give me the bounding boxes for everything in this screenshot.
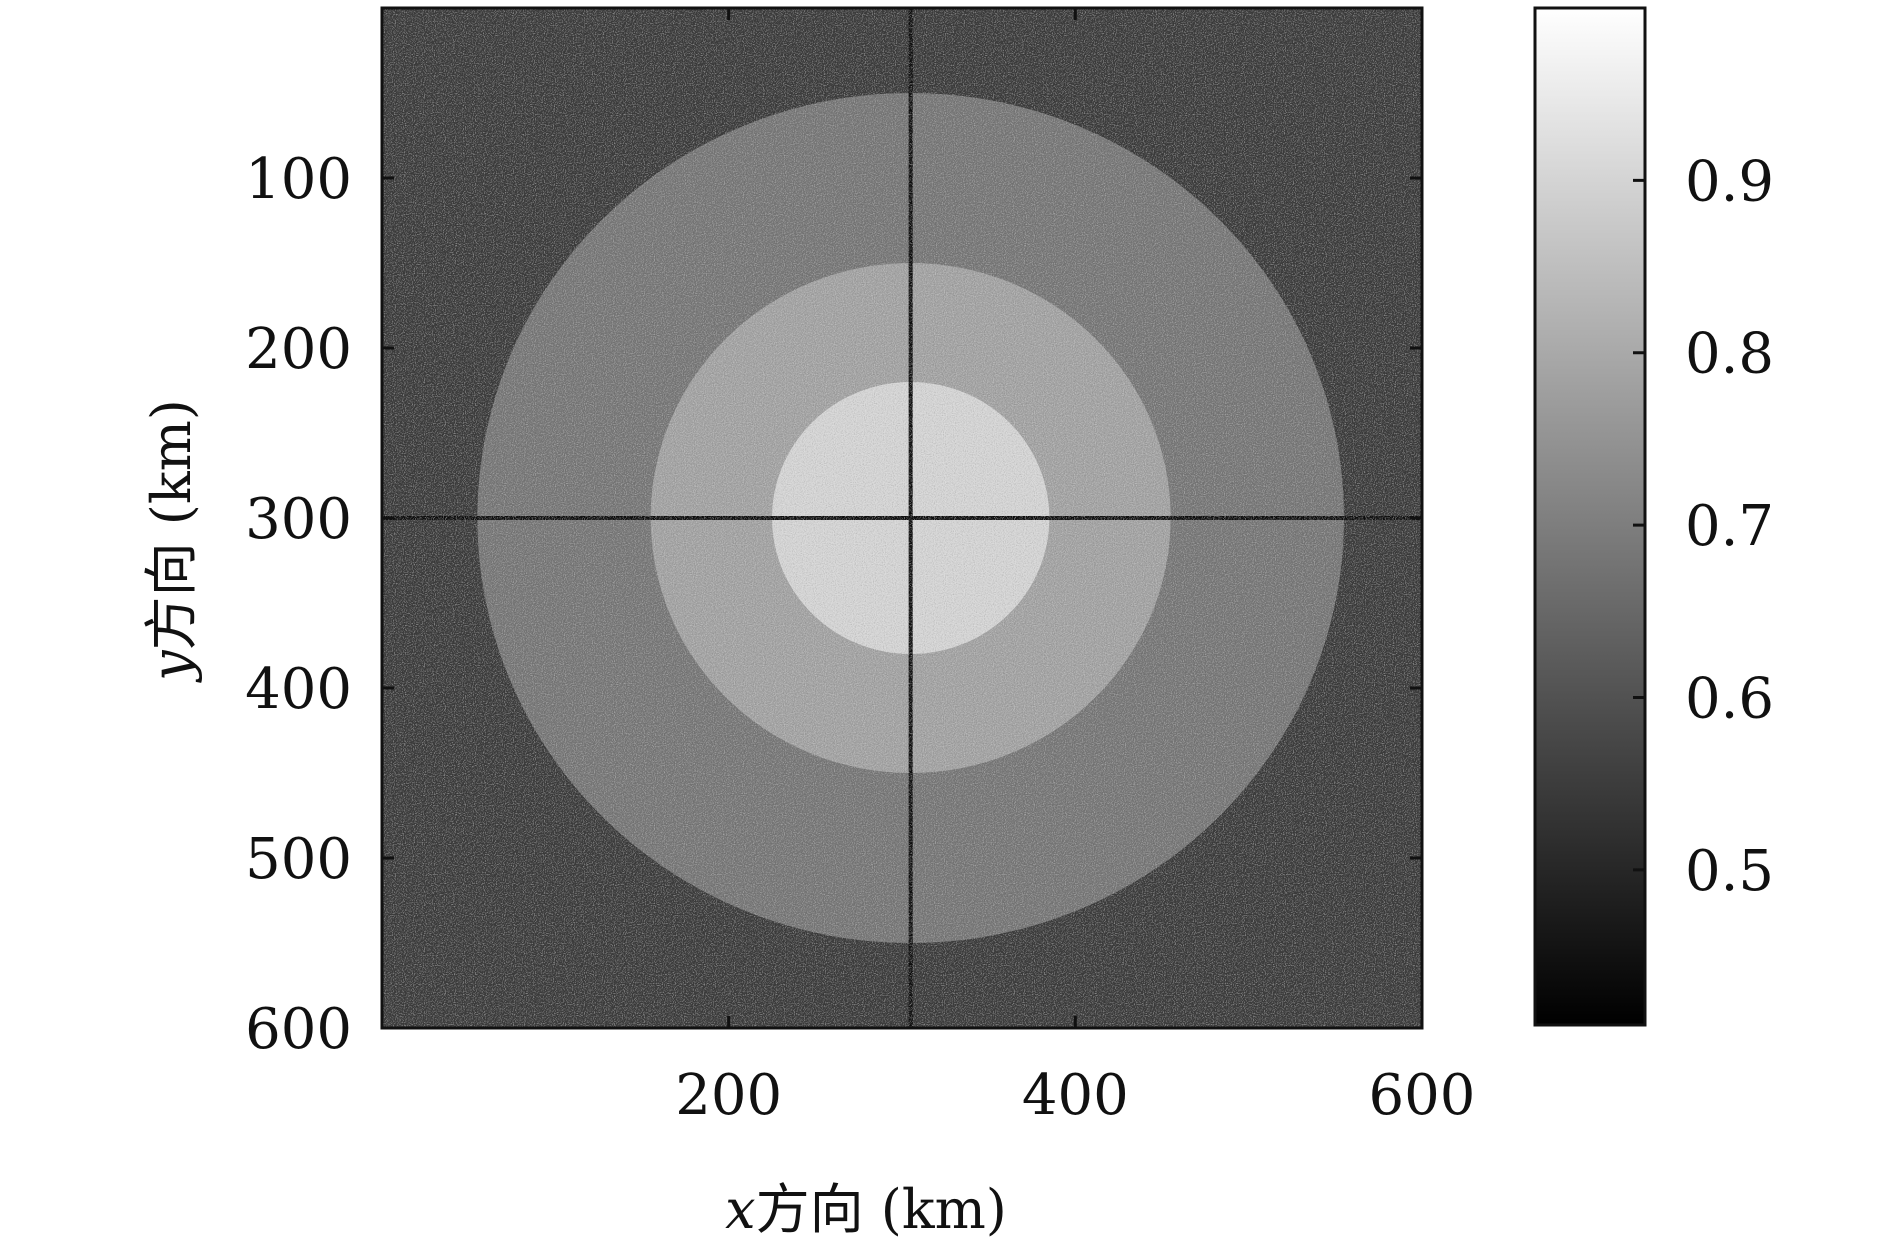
crosshair-lines [382, 8, 1422, 1028]
y-tick-label: 400 [245, 657, 352, 722]
x-tick-label: 400 [1022, 1063, 1129, 1128]
y-tick-label: 500 [245, 827, 352, 892]
colorbar-tick-label: 0.8 [1685, 322, 1774, 387]
x-tick-label: 600 [1369, 1063, 1476, 1128]
colorbar-tick-label: 0.5 [1685, 839, 1774, 904]
x-axis-ticks: 200 400 600 [675, 8, 1475, 1128]
y-tick-label: 600 [245, 997, 352, 1062]
x-axis-variable: x [725, 1178, 755, 1240]
colorbar-tick-label: 0.9 [1685, 149, 1774, 214]
y-tick-label: 300 [245, 487, 352, 552]
colorbar-strip [1535, 8, 1645, 1025]
x-axis-unit: 方向 (km) [756, 1178, 1007, 1240]
plot-area: 200 400 600 100 200 300 400 500 600 [245, 6, 1475, 1128]
colorbar-ticks: 0.5 0.6 0.7 0.8 0.9 [1633, 149, 1774, 904]
y-axis-label: y方向 (km) [140, 399, 203, 683]
y-tick-label: 100 [245, 147, 352, 212]
colorbar: 0.5 0.6 0.7 0.8 0.9 [1533, 6, 1774, 1027]
colorbar-frame [1533, 6, 1647, 1027]
y-axis-unit: 方向 (km) [140, 399, 203, 650]
y-tick-label: 200 [245, 317, 352, 382]
colorbar-tick-label: 0.6 [1685, 666, 1774, 731]
x-axis-label: x方向 (km) [725, 1178, 1007, 1240]
colorbar-tick-label: 0.7 [1685, 494, 1774, 559]
y-axis-ticks: 100 200 300 400 500 600 [245, 147, 1422, 1062]
x-tick-label: 200 [675, 1063, 782, 1128]
y-axis-variable: y [140, 649, 203, 683]
